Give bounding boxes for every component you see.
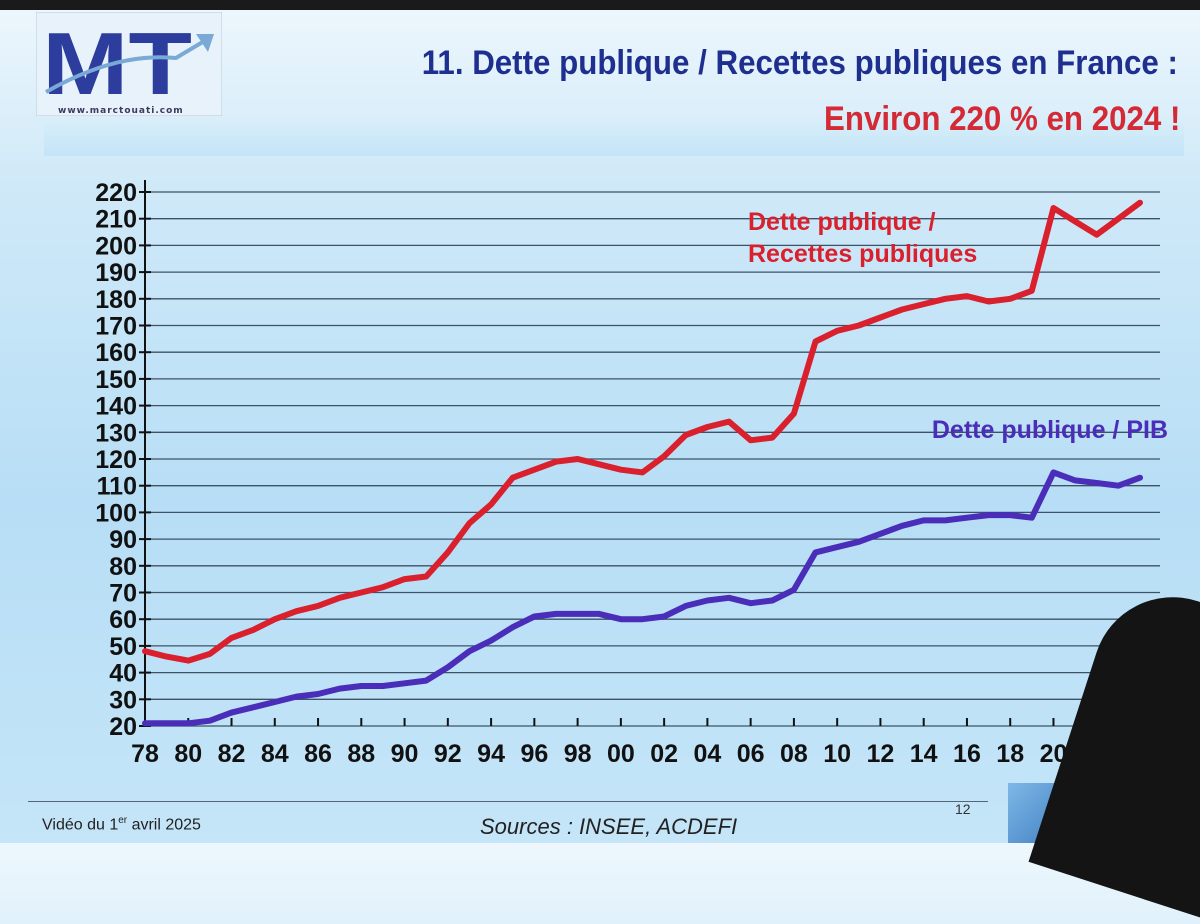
y-tick-label: 110 xyxy=(97,473,137,501)
y-tick-label: 70 xyxy=(109,580,137,608)
series-labels: Dette publique / Recettes publiques Dette … xyxy=(748,208,1168,444)
video-date-suffix: avril 2025 xyxy=(127,816,201,834)
x-tick-label: 80 xyxy=(174,740,202,768)
series-label: Dette publique / PIB xyxy=(932,416,1168,444)
x-tick-label: 84 xyxy=(261,740,289,768)
slide-subtitle: Environ 220 % en 2024 ! xyxy=(823,100,1180,138)
chart-series xyxy=(142,199,1143,727)
y-tick-label: 50 xyxy=(109,633,137,661)
series-label: Dette publique / xyxy=(748,208,936,236)
sources-text: Sources : INSEE, ACDEFI xyxy=(480,814,738,839)
video-date-sup: er xyxy=(118,815,128,826)
x-tick-label: 90 xyxy=(391,740,419,768)
video-date-prefix: Vidéo du 1 xyxy=(42,816,119,834)
y-tick-label: 120 xyxy=(95,446,137,474)
video-date: Vidéo du 1er avril 2025 xyxy=(42,815,201,834)
x-tick-label: 00 xyxy=(607,740,635,768)
x-tick-label: 78 xyxy=(131,740,159,768)
y-tick-label: 160 xyxy=(95,339,137,367)
y-tick-label: 220 xyxy=(95,179,137,207)
x-tick-label: 18 xyxy=(996,740,1024,768)
debt-ratio-chart: 2202102001901801701601501401301201101009… xyxy=(95,179,1168,768)
x-tick-label: 04 xyxy=(693,740,721,768)
brand-logo: MT xyxy=(35,11,223,117)
series-label: Recettes publiques xyxy=(748,240,977,268)
series-line-1 xyxy=(142,469,1143,727)
x-tick-label: 10 xyxy=(823,740,851,768)
slide-title: 11. Dette publique / Recettes publiques … xyxy=(421,44,1178,82)
x-tick-label: 12 xyxy=(867,740,895,768)
x-tick-label: 82 xyxy=(218,740,246,768)
y-tick-label: 210 xyxy=(95,206,137,234)
x-tick-label: 92 xyxy=(434,740,462,768)
y-tick-label: 80 xyxy=(109,553,137,581)
y-tick-label: 190 xyxy=(95,259,137,287)
x-tick-label: 98 xyxy=(564,740,592,768)
x-tick-label: 94 xyxy=(477,740,505,768)
y-axis: 2202102001901801701601501401301201101009… xyxy=(95,179,151,741)
chart-grid xyxy=(145,191,1160,727)
x-tick-label: 14 xyxy=(910,740,938,768)
y-tick-label: 140 xyxy=(95,393,137,421)
screen-top-edge xyxy=(0,0,1200,10)
y-tick-label: 180 xyxy=(95,286,137,314)
y-tick-label: 150 xyxy=(95,366,137,394)
page-number: 12 xyxy=(955,801,971,817)
footer-divider xyxy=(28,801,988,802)
x-tick-label: 96 xyxy=(520,740,548,768)
y-tick-label: 20 xyxy=(109,713,137,741)
x-tick-label: 02 xyxy=(650,740,678,768)
y-tick-label: 170 xyxy=(95,313,137,341)
x-tick-label: 88 xyxy=(347,740,375,768)
y-tick-label: 130 xyxy=(95,419,137,447)
x-tick-label: 08 xyxy=(780,740,808,768)
x-tick-label: 16 xyxy=(953,740,981,768)
header-band xyxy=(44,122,1184,156)
series-line-0 xyxy=(142,199,1143,664)
y-tick-label: 60 xyxy=(109,606,137,634)
y-tick-label: 90 xyxy=(109,526,137,554)
y-tick-label: 40 xyxy=(109,660,137,688)
y-tick-label: 100 xyxy=(95,499,137,527)
y-tick-label: 30 xyxy=(109,686,137,714)
y-tick-label: 200 xyxy=(95,232,137,260)
x-tick-label: 06 xyxy=(737,740,765,768)
logo-url: www.marctouati.com xyxy=(58,106,184,116)
x-tick-label: 86 xyxy=(304,740,332,768)
